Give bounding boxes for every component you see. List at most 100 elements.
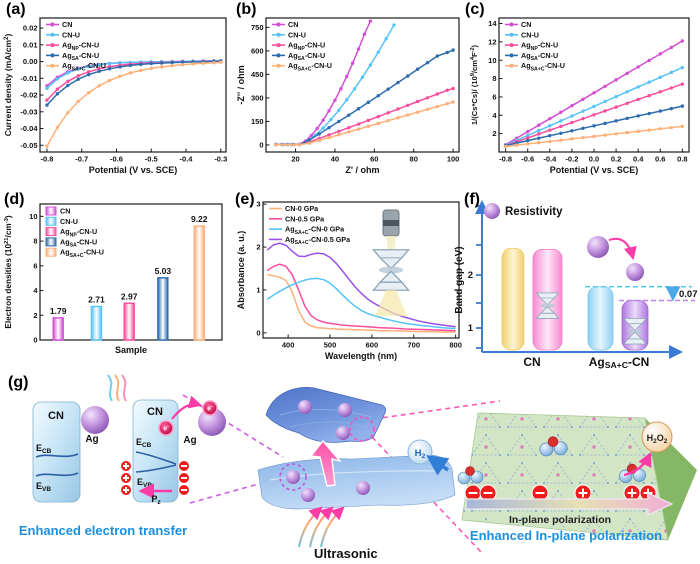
svg-text:-0.04: -0.04 bbox=[20, 124, 38, 133]
svg-text:Enhanced In-plane polarization: Enhanced In-plane polarization bbox=[470, 528, 662, 543]
svg-text:8: 8 bbox=[33, 237, 37, 246]
svg-text:4: 4 bbox=[492, 111, 497, 120]
panel-label-d: (d) bbox=[4, 191, 25, 208]
svg-text:AgSA+C-CN-U: AgSA+C-CN-U bbox=[288, 61, 332, 72]
svg-text:2.97: 2.97 bbox=[121, 291, 138, 301]
svg-text:-0.05: -0.05 bbox=[20, 141, 37, 150]
svg-text:Potential (V vs. SCE): Potential (V vs. SCE) bbox=[550, 165, 639, 175]
svg-text:AgSA-CN-U: AgSA-CN-U bbox=[60, 237, 97, 248]
svg-text:Potential (V vs. SCE): Potential (V vs. SCE) bbox=[89, 165, 178, 175]
svg-text:1.79: 1.79 bbox=[50, 306, 67, 316]
svg-text:0.2: 0.2 bbox=[611, 155, 621, 164]
svg-text:3: 3 bbox=[256, 200, 260, 209]
svg-text:Z' / ohm: Z' / ohm bbox=[345, 165, 379, 175]
svg-text:CN-U: CN-U bbox=[521, 30, 539, 39]
svg-text:450: 450 bbox=[251, 70, 264, 79]
svg-text:CN: CN bbox=[48, 410, 64, 422]
svg-text:2: 2 bbox=[468, 270, 473, 281]
svg-text:Absorbance (a. u.): Absorbance (a. u.) bbox=[236, 231, 246, 310]
svg-text:AgNP-CN-U: AgNP-CN-U bbox=[521, 41, 558, 52]
svg-text:AgSA+C-CN: AgSA+C-CN bbox=[589, 355, 650, 370]
svg-text:80: 80 bbox=[410, 155, 418, 164]
svg-text:CN-U: CN-U bbox=[60, 217, 78, 226]
panel-label-g: (g) bbox=[8, 374, 29, 391]
svg-text:0: 0 bbox=[259, 141, 263, 150]
svg-text:e-: e- bbox=[207, 403, 213, 412]
svg-text:-0.8: -0.8 bbox=[40, 155, 53, 164]
svg-text:0.07 eV: 0.07 eV bbox=[679, 289, 700, 300]
svg-text:10: 10 bbox=[488, 56, 496, 65]
svg-text:-0.6: -0.6 bbox=[110, 155, 123, 164]
svg-text:-0.7: -0.7 bbox=[75, 155, 88, 164]
svg-text:AgSA-CN-U: AgSA-CN-U bbox=[521, 51, 558, 62]
svg-text:600: 600 bbox=[366, 341, 379, 350]
svg-text:Sample: Sample bbox=[115, 345, 147, 355]
svg-text:0: 0 bbox=[256, 328, 260, 337]
panel-label-f: (f) bbox=[464, 191, 480, 208]
svg-text:500: 500 bbox=[324, 341, 337, 350]
chart-lsv: -0.8 -0.7 -0.6 -0.5 -0.4 -0.3 0.02 0.01 0.00 -0.0… bbox=[3, 17, 227, 175]
svg-text:2: 2 bbox=[492, 129, 496, 138]
svg-text:1/(Cs*Cs)/ (109/cm4F-2): 1/(Cs*Cs)/ (109/cm4F-2) bbox=[470, 44, 479, 125]
svg-text:8: 8 bbox=[492, 74, 496, 83]
svg-text:-0.4: -0.4 bbox=[543, 155, 557, 164]
svg-text:CN: CN bbox=[288, 20, 298, 29]
panel-label-e: (e) bbox=[235, 191, 255, 208]
svg-text:1: 1 bbox=[256, 286, 260, 295]
svg-text:Wavelength (nm): Wavelength (nm) bbox=[325, 351, 397, 361]
svg-text:In-plane polarization: In-plane polarization bbox=[509, 514, 611, 526]
svg-text:CN: CN bbox=[147, 406, 163, 418]
svg-text:0.4: 0.4 bbox=[633, 155, 644, 164]
svg-text:150: 150 bbox=[251, 117, 264, 126]
svg-text:ECB: ECB bbox=[136, 437, 152, 449]
svg-text:100: 100 bbox=[447, 155, 460, 164]
svg-text:-0.5: -0.5 bbox=[145, 155, 158, 164]
svg-text:H2O2: H2O2 bbox=[647, 433, 668, 445]
svg-text:Resistivity: Resistivity bbox=[505, 206, 563, 218]
svg-text:40: 40 bbox=[331, 155, 339, 164]
svg-text:2: 2 bbox=[33, 311, 37, 320]
svg-text:0.0: 0.0 bbox=[589, 155, 599, 164]
svg-text:20: 20 bbox=[291, 155, 299, 164]
svg-text:-0.02: -0.02 bbox=[20, 91, 37, 100]
chart-eis-nyquist: 20 40 60 80 100 0 150 300 450 600 750 Z' / ohm -Z'' … bbox=[236, 17, 460, 175]
svg-text:e-: e- bbox=[163, 423, 169, 432]
svg-text:CN-U: CN-U bbox=[288, 30, 306, 39]
svg-text:14: 14 bbox=[488, 19, 497, 28]
svg-text:-0.3: -0.3 bbox=[214, 155, 227, 164]
svg-text:CN: CN bbox=[523, 355, 540, 369]
svg-text:5.03: 5.03 bbox=[155, 266, 172, 276]
svg-text:-0.8: -0.8 bbox=[499, 155, 512, 164]
panel-label-a: (a) bbox=[6, 1, 26, 18]
svg-text:0.02: 0.02 bbox=[23, 24, 38, 33]
svg-text:-0.2: -0.2 bbox=[565, 155, 578, 164]
svg-text:Band gap (eV): Band gap (eV) bbox=[454, 246, 465, 313]
svg-text:Current density (mA/cm2): Current density (mA/cm2) bbox=[3, 34, 13, 137]
svg-text:0: 0 bbox=[33, 336, 37, 345]
svg-text:1: 1 bbox=[468, 323, 474, 334]
chart-electron-densities: 0 2 4 6 8 10 Sample Electron densities (1021/cm… bbox=[4, 203, 223, 355]
svg-text:9.22: 9.22 bbox=[191, 214, 208, 224]
svg-text:Ag: Ag bbox=[183, 435, 196, 446]
svg-text:300: 300 bbox=[251, 94, 264, 103]
svg-text:CN: CN bbox=[62, 20, 72, 29]
svg-text:0.01: 0.01 bbox=[23, 40, 38, 49]
svg-text:CN-U: CN-U bbox=[62, 30, 80, 39]
svg-text:Enhanced electron transfer: Enhanced electron transfer bbox=[19, 523, 187, 538]
svg-text:ECB: ECB bbox=[36, 443, 52, 455]
svg-text:2: 2 bbox=[256, 243, 260, 252]
svg-text:0.8: 0.8 bbox=[677, 155, 687, 164]
svg-text:EVB: EVB bbox=[36, 481, 51, 493]
svg-text:600: 600 bbox=[251, 47, 264, 56]
svg-text:CN-0.5 GPa: CN-0.5 GPa bbox=[285, 214, 325, 223]
svg-text:AgSA+C-CN-0 GPa: AgSA+C-CN-0 GPa bbox=[285, 225, 345, 236]
svg-text:-0.03: -0.03 bbox=[20, 107, 37, 116]
svg-text:AgNP-CN-U: AgNP-CN-U bbox=[62, 41, 99, 52]
chart-mott-schottky: -0.8 -0.6 -0.4 -0.2 0.0 0.2 0.4 0.6 0.8 2 4 6 8 10 12 1… bbox=[470, 17, 690, 175]
svg-text:Pz: Pz bbox=[151, 494, 160, 506]
svg-text:750: 750 bbox=[251, 23, 264, 32]
svg-text:700: 700 bbox=[408, 341, 421, 350]
